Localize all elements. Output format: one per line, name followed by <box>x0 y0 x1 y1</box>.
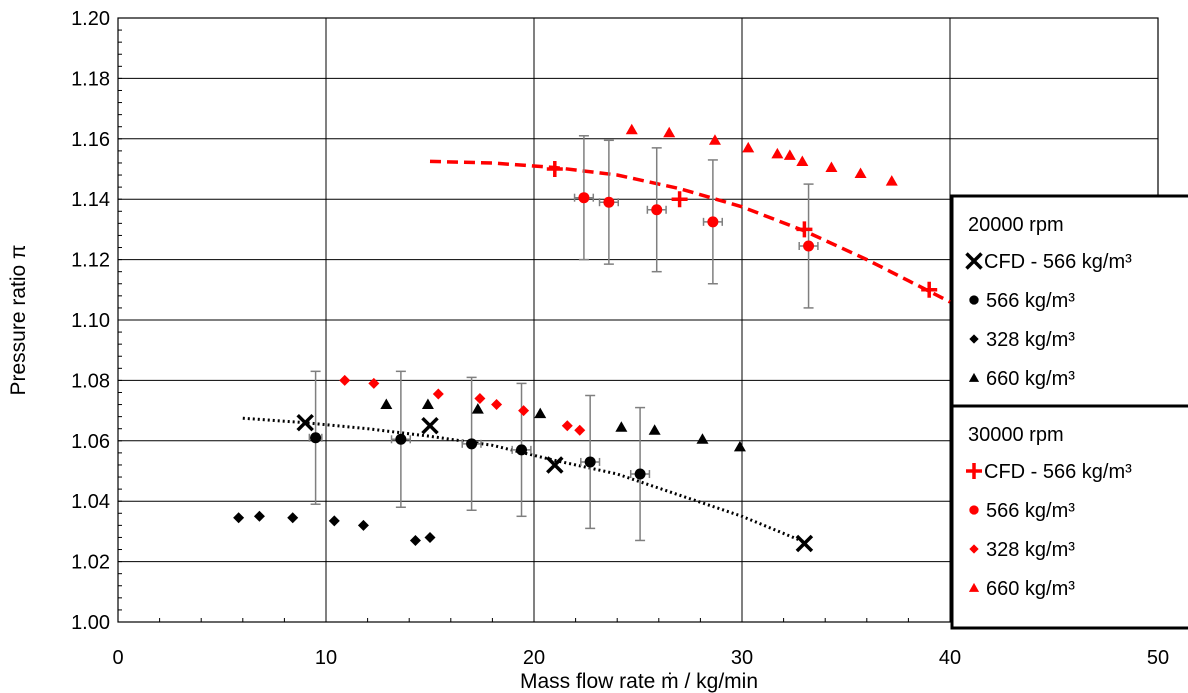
data-point-triangle <box>380 398 393 410</box>
legend-marker-x <box>965 252 983 270</box>
legend-marker-plus <box>966 463 982 479</box>
legend-entry-label: CFD - 566 kg/m³ <box>984 251 1132 273</box>
data-point-circle <box>584 456 596 468</box>
legend-entry-label: 328 kg/m³ <box>986 329 1075 351</box>
data-point-circle <box>516 444 528 456</box>
data-point-plus <box>796 221 813 238</box>
x-tick-label: 30 <box>731 647 753 669</box>
data-point-triangle <box>783 149 796 160</box>
data-point-triangle <box>733 440 746 452</box>
y-tick-label: 1.16 <box>71 129 110 151</box>
y-tick-label: 1.00 <box>71 612 110 634</box>
data-point-diamond <box>424 531 436 543</box>
data-point-triangle <box>615 421 628 432</box>
legend-group-title: 20000 rpm <box>968 214 1064 236</box>
data-point-triangle <box>471 403 484 414</box>
x-tick-label: 0 <box>112 647 123 669</box>
data-point-circle <box>310 432 322 444</box>
data-point-triangle <box>742 141 755 153</box>
legend-marker-triangle <box>968 372 980 382</box>
data-point-triangle <box>771 147 784 159</box>
data-point-diamond <box>328 515 340 527</box>
legend-marker-diamond <box>969 334 979 344</box>
data-point-diamond <box>474 393 486 405</box>
y-tick-label: 1.08 <box>71 370 110 392</box>
data-point-triangle <box>696 433 709 444</box>
legend-group-title: 30000 rpm <box>968 424 1064 446</box>
data-point-triangle <box>854 167 867 179</box>
data-point-diamond <box>357 519 369 531</box>
data-point-diamond <box>561 420 573 432</box>
data-point-diamond <box>339 374 351 386</box>
data-point-diamond <box>368 377 380 389</box>
data-point-diamond <box>432 388 444 400</box>
minor-ticks <box>117 17 1159 623</box>
data-point-circle <box>803 240 815 252</box>
legend-box <box>950 194 1188 410</box>
data-point-diamond <box>253 510 265 522</box>
legend-entry-label: 566 kg/m³ <box>986 290 1075 312</box>
x-tick-label: 20 <box>523 647 545 669</box>
y-tick-label: 1.06 <box>71 431 110 453</box>
data-point-triangle <box>796 155 809 166</box>
y-tick-label: 1.10 <box>71 310 110 332</box>
data-point-diamond <box>518 405 530 417</box>
legend-marker-circle <box>969 295 979 305</box>
data-point-triangle <box>648 424 661 435</box>
data-point-circle <box>395 433 407 445</box>
y-tick-label: 1.18 <box>71 68 110 90</box>
data-point-plus <box>671 191 688 208</box>
data-point-diamond <box>491 399 503 411</box>
tick-labels: 1.00 1.02 1.04 1.06 1.08 1.10 1.12 1.14 1.16 1.18… <box>71 8 1169 669</box>
data-point-triangle <box>708 134 721 145</box>
legend-entry-label: 566 kg/m³ <box>986 500 1075 522</box>
data-point-circle <box>603 196 615 208</box>
legend-entry-label: CFD - 566 kg/m³ <box>984 461 1132 483</box>
trendlines <box>242 159 951 544</box>
legend-entry-label: 660 kg/m³ <box>986 578 1075 600</box>
data-point-diamond <box>287 512 299 524</box>
data-point-triangle <box>625 123 638 135</box>
x-tick-label: 40 <box>939 647 961 669</box>
data-point-x <box>546 456 564 474</box>
y-tick-label: 1.14 <box>71 189 110 211</box>
data-point-circle <box>707 216 719 228</box>
data-point-x <box>296 413 314 432</box>
y-axis-label: Pressure ratio π <box>7 244 30 395</box>
data-point-triangle <box>825 161 838 172</box>
x-tick-label: 10 <box>315 647 337 669</box>
x-axis-label: Mass flow rate ṁ / kg/min <box>520 670 758 693</box>
data-point-plus <box>546 161 563 177</box>
data-point-diamond <box>409 534 421 546</box>
data-point-x <box>795 534 814 553</box>
legend-marker-triangle <box>968 582 980 592</box>
y-tick-label: 1.02 <box>71 552 110 574</box>
data-points <box>233 123 938 553</box>
data-point-plus <box>921 281 938 298</box>
data-point-triangle <box>421 398 434 410</box>
data-point-triangle <box>663 126 676 138</box>
data-point-diamond <box>233 512 245 524</box>
legend-marker-circle <box>969 505 979 515</box>
data-point-circle <box>634 468 646 480</box>
data-point-triangle <box>885 175 898 186</box>
data-point-circle <box>651 204 663 216</box>
x-tick-label: 50 <box>1147 647 1169 669</box>
data-point-triangle <box>534 407 547 419</box>
y-tick-label: 1.12 <box>71 250 110 272</box>
legend-marker-diamond <box>969 544 979 554</box>
y-tick-label: 1.04 <box>71 491 110 513</box>
data-point-circle <box>578 192 590 204</box>
data-point-circle <box>466 438 478 450</box>
trendline-20000-rpm <box>242 416 805 544</box>
legend-entry-label: 328 kg/m³ <box>986 539 1075 561</box>
legend: 20000 rpm CFD - 566 kg/m³ 566 kg/m³ 328 kg/… <box>950 194 1188 630</box>
trendline-30000-rpm <box>429 159 951 304</box>
y-tick-label: 1.20 <box>71 8 110 30</box>
data-point-diamond <box>574 424 586 436</box>
legend-entry-label: 660 kg/m³ <box>986 368 1075 390</box>
data-point-x <box>421 416 439 435</box>
legend-box <box>950 404 1188 630</box>
